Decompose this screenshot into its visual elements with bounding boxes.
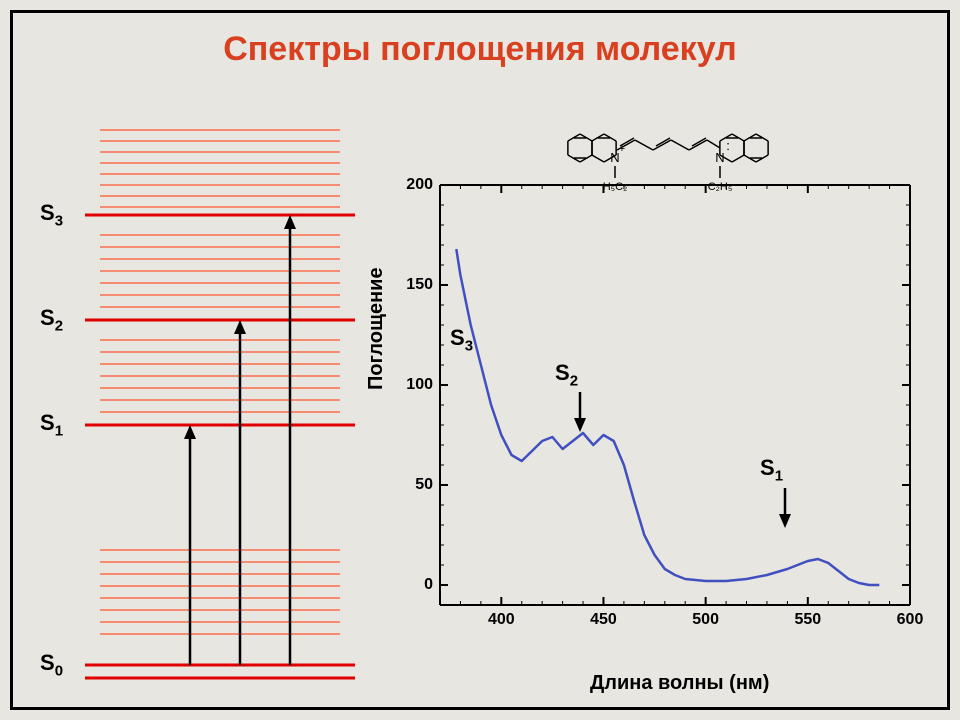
peak-label-s2: S2 [555,360,578,389]
state-s1-label: S1 [40,410,63,439]
energy-svg [40,120,360,690]
state-s2-label: S2 [40,305,63,334]
ytick-label: 100 [398,376,433,394]
peak-label-s1: S1 [760,455,783,484]
svg-text:N: N [715,150,724,165]
xtick-label: 400 [481,611,521,629]
svg-text::: : [726,138,730,153]
xtick-label: 500 [686,611,726,629]
svg-text:C₂H₅: C₂H₅ [708,181,733,193]
x-axis-label: Длина волны (нм) [590,672,769,695]
page-title: Спектры поглощения молекул [0,30,960,69]
peak-label-s3: S3 [450,325,473,354]
xtick-label: 550 [788,611,828,629]
svg-text:H₅C₂: H₅C₂ [603,181,628,193]
ytick-label: 50 [398,476,433,494]
state-s0-label: S0 [40,650,63,679]
ytick-label: 200 [398,176,433,194]
state-s3-label: S3 [40,200,63,229]
xtick-label: 450 [583,611,623,629]
absorption-chart: N+H₅C₂N:C₂H₅ Поглощение Длина волны (нм)… [390,130,930,690]
xtick-label: 600 [890,611,930,629]
energy-level-diagram: S3 S2 S1 S0 [40,120,360,680]
ytick-label: 150 [398,276,433,294]
molecule-structure: N+H₅C₂N:C₂H₅ [550,120,890,220]
ytick-label: 0 [398,576,433,594]
y-axis-label: Поглощение [365,267,388,390]
